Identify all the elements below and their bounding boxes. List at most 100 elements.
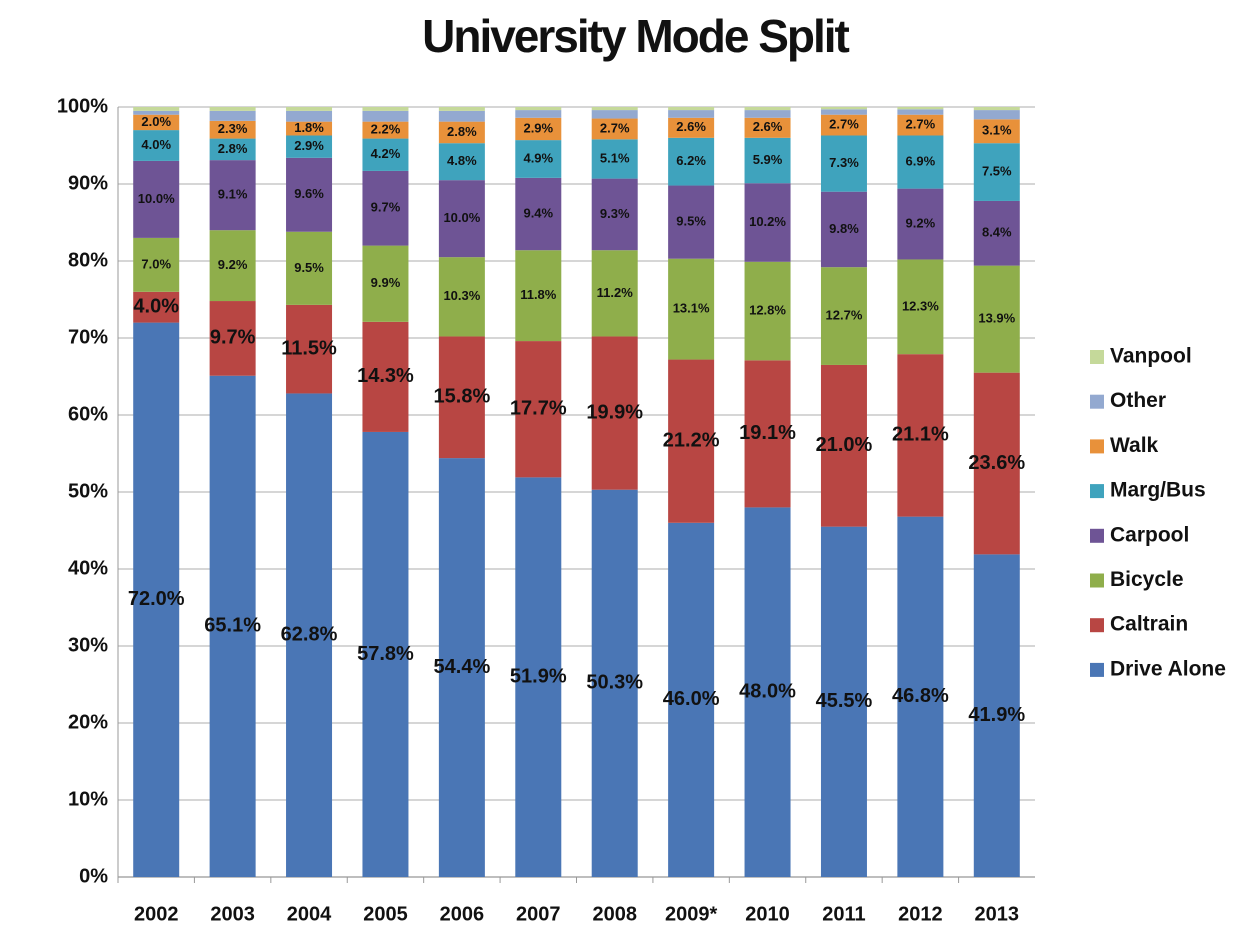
- data-label: 2.2%: [371, 122, 401, 137]
- legend-label: Marg/Bus: [1110, 479, 1206, 502]
- bar-segment: [973, 200, 1020, 266]
- bar-segment: [209, 230, 256, 302]
- bar-segment: [286, 393, 333, 877]
- data-label: 48.0%: [739, 680, 796, 702]
- bar-segment: [438, 336, 485, 459]
- bar-segment: [973, 265, 1020, 373]
- data-label: 21.0%: [816, 434, 873, 456]
- x-tick-label: 2004: [287, 903, 332, 925]
- bar-segment: [438, 110, 485, 122]
- bar-segment: [897, 107, 944, 110]
- bar-segment: [973, 372, 1020, 555]
- data-label: 21.2%: [663, 429, 720, 451]
- data-label: 9.7%: [210, 327, 256, 349]
- x-tick-label: 2013: [975, 903, 1020, 925]
- bar-segment: [591, 110, 638, 119]
- data-label: 9.9%: [371, 275, 401, 290]
- data-label: 4.2%: [371, 146, 401, 161]
- bar-segment: [362, 138, 409, 171]
- bar-segment: [209, 107, 256, 111]
- data-label: 12.8%: [749, 302, 786, 317]
- y-tick-label: 80%: [68, 249, 108, 271]
- bar-segment: [973, 119, 1020, 144]
- bar-segment: [591, 489, 638, 877]
- bar-segment: [286, 231, 333, 305]
- y-tick-label: 20%: [68, 711, 108, 733]
- data-label: 14.3%: [357, 365, 414, 387]
- bar-segment: [133, 130, 180, 161]
- bar-segment: [591, 178, 638, 251]
- legend-label: Carpool: [1110, 523, 1189, 546]
- bar-segment: [362, 121, 409, 139]
- data-label: 46.0%: [663, 688, 720, 710]
- bar-segment: [973, 110, 1020, 120]
- data-label: 5.9%: [753, 152, 783, 167]
- data-label: 2.0%: [141, 114, 171, 129]
- bar-segment: [362, 245, 409, 322]
- data-label: 2.9%: [294, 138, 324, 153]
- y-tick-label: 0%: [79, 865, 108, 887]
- bar-segment: [362, 321, 409, 432]
- bar-segment: [515, 250, 562, 342]
- bar-segment: [591, 336, 638, 490]
- bar-segment: [820, 114, 867, 136]
- bar-segment: [209, 301, 256, 376]
- bar-segment: [515, 140, 562, 178]
- bar-segment: [973, 143, 1020, 201]
- bar-segment: [133, 107, 180, 111]
- bar-segment: [668, 110, 715, 118]
- bar-segment: [209, 375, 256, 877]
- x-tick-label: 2005: [363, 903, 408, 925]
- bar-segment: [820, 135, 867, 192]
- legend-swatch: [1090, 662, 1104, 677]
- bar-segment: [744, 261, 791, 361]
- bar-segment: [515, 110, 562, 118]
- bar-segment: [133, 160, 180, 238]
- bar-segment: [515, 477, 562, 877]
- data-label: 1.8%: [294, 120, 324, 135]
- bar-segment: [897, 516, 944, 877]
- bar-segment: [744, 107, 791, 111]
- data-label: 2.6%: [676, 119, 706, 134]
- bar-segment: [973, 107, 1020, 111]
- data-label: 65.1%: [204, 615, 261, 637]
- x-tick-label: 2003: [210, 903, 255, 925]
- bar-segment: [438, 143, 485, 181]
- bar-segment: [438, 458, 485, 877]
- data-label: 54.4%: [434, 656, 491, 678]
- data-label: 11.5%: [281, 337, 337, 359]
- legend-swatch: [1090, 439, 1104, 454]
- data-label: 10.0%: [138, 191, 175, 206]
- data-label: 12.3%: [902, 298, 939, 313]
- bar-segment: [286, 304, 333, 394]
- x-tick-label: 2009*: [665, 903, 717, 925]
- data-label: 11.8%: [520, 287, 557, 302]
- bar-segment: [209, 110, 256, 121]
- bar-segment: [133, 110, 180, 115]
- data-label: 10.0%: [443, 210, 480, 225]
- bar-segment: [744, 117, 791, 138]
- x-tick-label: 2008: [592, 903, 637, 925]
- bar-segment: [744, 360, 791, 508]
- data-label: 7.5%: [982, 164, 1012, 179]
- data-label: 2.9%: [523, 120, 553, 135]
- data-label: 17.7%: [510, 398, 567, 420]
- bar-segment: [591, 107, 638, 111]
- legend-swatch: [1090, 484, 1104, 499]
- x-tick-label: 2010: [745, 903, 790, 925]
- bar-segment: [591, 250, 638, 337]
- bar-segment: [668, 117, 715, 138]
- data-label: 7.0%: [141, 256, 171, 271]
- y-tick-label: 30%: [68, 634, 108, 656]
- y-tick-label: 50%: [68, 480, 108, 502]
- legend-label: Caltrain: [1110, 613, 1188, 636]
- legend-label: Vanpool: [1110, 345, 1192, 368]
- bar-segment: [362, 431, 409, 877]
- bar-segment: [591, 118, 638, 140]
- bar-segment: [209, 120, 256, 139]
- data-label: 41.9%: [968, 704, 1025, 726]
- data-label: 51.9%: [510, 665, 567, 687]
- legend-swatch: [1090, 573, 1104, 588]
- bar-segment: [286, 107, 333, 111]
- data-label: 6.9%: [906, 153, 936, 168]
